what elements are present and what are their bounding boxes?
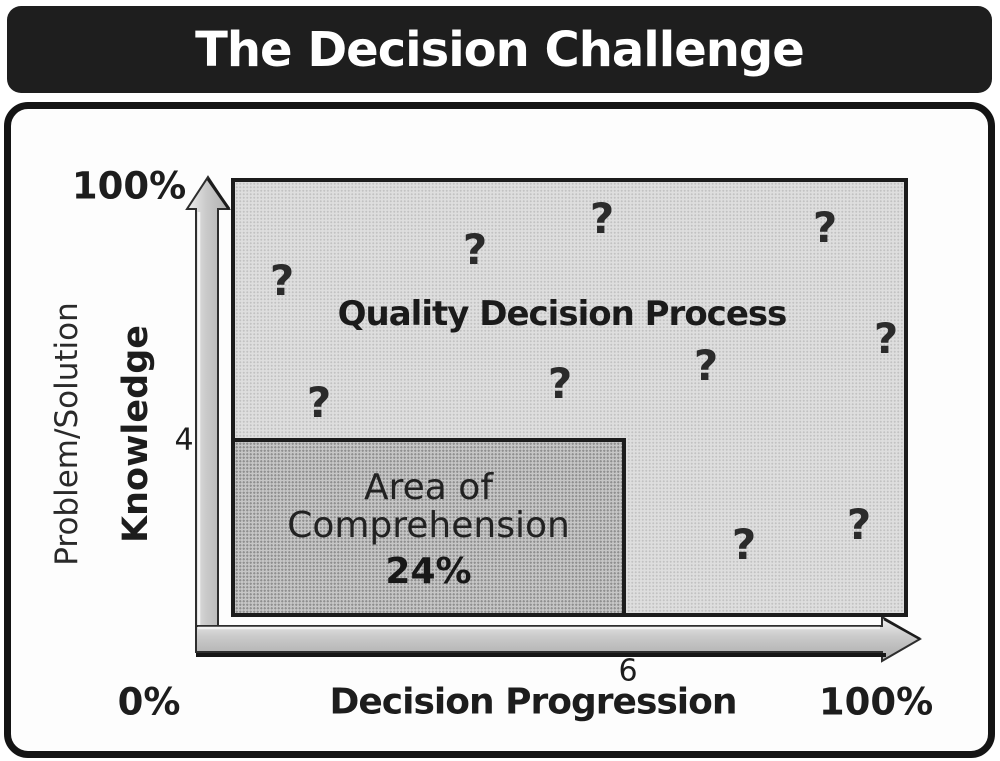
question-mark: ? [731,520,757,569]
comprehension-label-line1: Area of [364,467,493,508]
page-title: The Decision Challenge [195,21,805,78]
y-axis-max-label: 100% [71,164,187,208]
comprehension-box: Area of Comprehension 24% [231,438,626,617]
question-mark: ? [269,256,295,305]
question-mark: ? [812,203,838,252]
question-mark: ? [589,194,615,243]
x-axis-min-label: 0% [117,680,181,724]
x-axis-title: Decision Progression [329,681,737,723]
question-mark: ? [306,378,332,427]
comprehension-value: 24% [385,551,472,592]
question-mark: ? [873,314,899,363]
question-mark: ? [693,341,719,390]
y-axis-title-knowledge: Knowledge [116,325,156,543]
title-bar: The Decision Challenge [7,6,992,93]
x-axis-max-label: 100% [818,680,934,724]
comprehension-label-line2: Comprehension [287,505,570,546]
x-axis-tick-label: 6 [618,653,638,689]
question-mark: ? [846,500,872,549]
question-mark: ? [547,359,573,408]
question-mark: ? [462,225,488,274]
quality-decision-process-label: Quality Decision Process [337,294,788,334]
y-axis-tick-label: 4 [174,422,194,458]
y-axis-title-problem-solution: Problem/Solution [49,302,85,566]
